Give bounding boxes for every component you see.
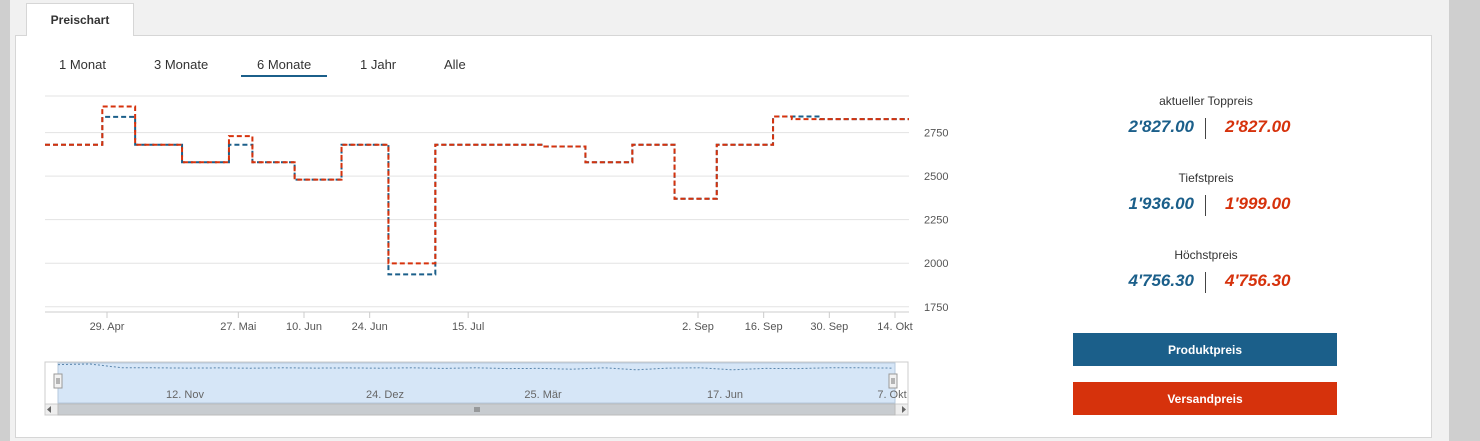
x-tick-label: 10. Jun [286, 321, 322, 333]
stat-values-highest-price: 4'756.30 4'756.30 [1071, 271, 1341, 295]
navigator-selection [57, 362, 896, 404]
stat-values-lowest-price: 1'936.00 1'999.00 [1071, 194, 1341, 218]
x-tick-label: 14. Okt [877, 321, 912, 333]
x-tick-label: 15. Jul [452, 321, 484, 333]
stat-product-top-price: 2'827.00 [1128, 117, 1195, 136]
navigator-tick-label: 25. Mär [524, 389, 562, 401]
range-button-1-monat[interactable]: 1 Monat [59, 57, 106, 72]
series-line-produktpreis [45, 115, 909, 276]
scroll-right-arrow-icon[interactable] [902, 406, 906, 413]
navigator-handle[interactable] [53, 373, 63, 389]
series-line-versandpreis [45, 105, 909, 265]
versandpreis-button[interactable]: Versandpreis [1073, 382, 1337, 415]
stat-shipping-lowest-price: 1'999.00 [1225, 194, 1291, 213]
navigator-tick-label: 17. Jun [707, 389, 743, 401]
stat-separator [1205, 272, 1206, 293]
range-button-alle[interactable]: Alle [444, 57, 466, 72]
stat-label-lowest-price: Tiefstpreis [1178, 171, 1234, 185]
stat-separator [1205, 118, 1206, 139]
range-button-3-monate[interactable]: 3 Monate [154, 57, 209, 72]
y-tick-label: 1750 [924, 302, 948, 314]
x-tick-label: 16. Sep [745, 321, 783, 333]
range-button-6-monate[interactable]: 6 Monate [240, 57, 328, 77]
stat-product-lowest-price: 1'936.00 [1128, 194, 1195, 213]
tab-preischart[interactable]: Preischart [26, 3, 134, 36]
stat-separator [1205, 195, 1206, 216]
x-tick-label: 30. Sep [810, 321, 848, 333]
scroll-left-arrow-icon[interactable] [47, 406, 51, 413]
y-tick-label: 2000 [924, 258, 948, 270]
y-tick-label: 2500 [924, 171, 948, 183]
x-tick-label: 24. Jun [352, 321, 388, 333]
stat-values-top-price: 2'827.00 2'827.00 [1071, 117, 1341, 141]
stat-shipping-highest-price: 4'756.30 [1225, 271, 1291, 290]
x-tick-label: 29. Apr [90, 321, 125, 333]
y-tick-label: 2250 [924, 215, 948, 227]
x-tick-label: 2. Sep [682, 321, 714, 333]
navigator-series [57, 363, 894, 371]
y-tick-label: 2750 [924, 128, 948, 140]
stat-product-highest-price: 4'756.30 [1128, 271, 1195, 290]
produktpreis-button[interactable]: Produktpreis [1073, 333, 1337, 366]
range-button-1-jahr[interactable]: 1 Jahr [360, 57, 397, 72]
navigator-handle[interactable] [888, 373, 898, 389]
stat-label-highest-price: Höchstpreis [1174, 248, 1238, 262]
navigator-tick-label: 12. Nov [166, 389, 204, 401]
navigator-tick-label: 7. Okt [877, 389, 906, 401]
stat-shipping-top-price: 2'827.00 [1225, 117, 1291, 136]
x-tick-label: 27. Mai [220, 321, 256, 333]
navigator-tick-label: 24. Dez [366, 389, 404, 401]
stat-label-top-price: aktueller Toppreis [1159, 94, 1253, 108]
